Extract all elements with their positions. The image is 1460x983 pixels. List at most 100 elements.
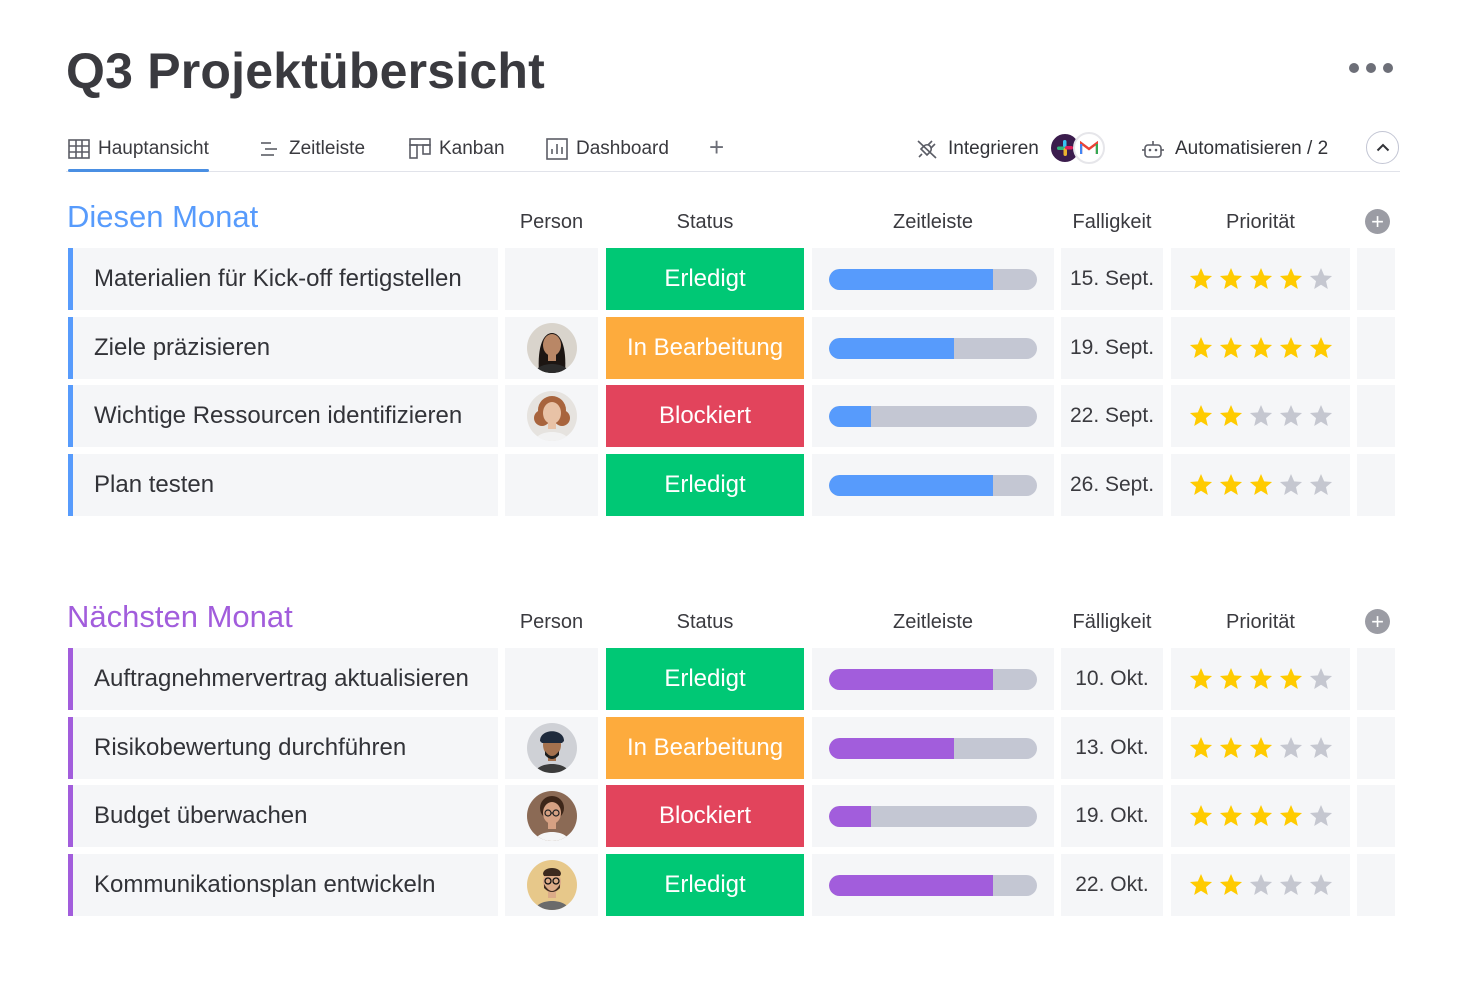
star-empty-icon[interactable] xyxy=(1278,872,1304,898)
collapse-header-button[interactable] xyxy=(1366,131,1399,164)
add-column-button[interactable]: + xyxy=(1365,609,1390,634)
person-cell[interactable] xyxy=(505,248,598,310)
star-empty-icon[interactable] xyxy=(1308,403,1334,429)
item-name-cell[interactable]: Materialien für Kick-off fertigstellen xyxy=(68,248,498,310)
add-column-button[interactable]: + xyxy=(1365,209,1390,234)
priority-rating[interactable] xyxy=(1171,854,1350,916)
status-cell[interactable]: Erledigt xyxy=(606,454,804,516)
star-filled-icon[interactable] xyxy=(1278,666,1304,692)
star-filled-icon[interactable] xyxy=(1188,266,1214,292)
empty-cell[interactable] xyxy=(1357,717,1395,779)
group-title[interactable]: Diesen Monat xyxy=(67,199,259,234)
star-filled-icon[interactable] xyxy=(1188,666,1214,692)
star-filled-icon[interactable] xyxy=(1188,335,1214,361)
star-empty-icon[interactable] xyxy=(1278,735,1304,761)
priority-rating[interactable] xyxy=(1171,717,1350,779)
star-filled-icon[interactable] xyxy=(1188,472,1214,498)
empty-cell[interactable] xyxy=(1357,648,1395,710)
priority-rating[interactable] xyxy=(1171,317,1350,379)
star-filled-icon[interactable] xyxy=(1218,472,1244,498)
empty-cell[interactable] xyxy=(1357,317,1395,379)
person-cell[interactable] xyxy=(505,854,598,916)
person-avatar[interactable] xyxy=(526,791,577,841)
due-date-cell[interactable]: 19. Sept. xyxy=(1061,317,1163,379)
priority-rating[interactable] xyxy=(1171,785,1350,847)
star-filled-icon[interactable] xyxy=(1218,266,1244,292)
star-filled-icon[interactable] xyxy=(1278,266,1304,292)
item-name-cell[interactable]: Risikobewertung durchführen xyxy=(68,717,498,779)
person-cell[interactable] xyxy=(505,385,598,447)
person-cell[interactable] xyxy=(505,454,598,516)
star-empty-icon[interactable] xyxy=(1278,472,1304,498)
star-filled-icon[interactable] xyxy=(1218,872,1244,898)
star-filled-icon[interactable] xyxy=(1188,803,1214,829)
star-filled-icon[interactable] xyxy=(1248,266,1274,292)
tab-kanban[interactable]: Kanban xyxy=(409,126,505,171)
item-name-cell[interactable]: Ziele präzisieren xyxy=(68,317,498,379)
group-title[interactable]: Nächsten Monat xyxy=(67,599,293,634)
star-filled-icon[interactable] xyxy=(1278,335,1304,361)
star-filled-icon[interactable] xyxy=(1248,335,1274,361)
star-filled-icon[interactable] xyxy=(1248,803,1274,829)
star-filled-icon[interactable] xyxy=(1218,666,1244,692)
star-filled-icon[interactable] xyxy=(1188,403,1214,429)
star-filled-icon[interactable] xyxy=(1278,803,1304,829)
star-empty-icon[interactable] xyxy=(1308,472,1334,498)
star-filled-icon[interactable] xyxy=(1218,335,1244,361)
status-cell[interactable]: Blockiert xyxy=(606,385,804,447)
person-cell[interactable] xyxy=(505,785,598,847)
star-filled-icon[interactable] xyxy=(1248,472,1274,498)
due-date-cell[interactable]: 10. Okt. xyxy=(1061,648,1163,710)
timeline-cell[interactable] xyxy=(812,248,1054,310)
tab-zeitleiste[interactable]: Zeitleiste xyxy=(259,126,365,171)
due-date-cell[interactable]: 15. Sept. xyxy=(1061,248,1163,310)
person-cell[interactable] xyxy=(505,717,598,779)
integrate-button[interactable]: Integrieren xyxy=(916,126,1107,171)
item-name-cell[interactable]: Plan testen xyxy=(68,454,498,516)
item-name-cell[interactable]: Kommunikationsplan entwickeln xyxy=(68,854,498,916)
due-date-cell[interactable]: 22. Sept. xyxy=(1061,385,1163,447)
item-name-cell[interactable]: Wichtige Ressourcen identifizieren xyxy=(68,385,498,447)
star-empty-icon[interactable] xyxy=(1308,735,1334,761)
star-empty-icon[interactable] xyxy=(1308,803,1334,829)
tab-dashboard[interactable]: Dashboard xyxy=(546,126,669,171)
timeline-cell[interactable] xyxy=(812,854,1054,916)
priority-rating[interactable] xyxy=(1171,648,1350,710)
star-filled-icon[interactable] xyxy=(1218,803,1244,829)
star-filled-icon[interactable] xyxy=(1218,735,1244,761)
star-empty-icon[interactable] xyxy=(1278,403,1304,429)
empty-cell[interactable] xyxy=(1357,385,1395,447)
status-cell[interactable]: In Bearbeitung xyxy=(606,717,804,779)
due-date-cell[interactable]: 13. Okt. xyxy=(1061,717,1163,779)
empty-cell[interactable] xyxy=(1357,248,1395,310)
star-filled-icon[interactable] xyxy=(1308,335,1334,361)
due-date-cell[interactable]: 19. Okt. xyxy=(1061,785,1163,847)
priority-rating[interactable] xyxy=(1171,248,1350,310)
star-empty-icon[interactable] xyxy=(1308,266,1334,292)
item-name-cell[interactable]: Auftragnehmervertrag aktualisieren xyxy=(68,648,498,710)
status-cell[interactable]: Erledigt xyxy=(606,854,804,916)
due-date-cell[interactable]: 22. Okt. xyxy=(1061,854,1163,916)
timeline-cell[interactable] xyxy=(812,785,1054,847)
status-cell[interactable]: Erledigt xyxy=(606,648,804,710)
star-filled-icon[interactable] xyxy=(1188,872,1214,898)
status-cell[interactable]: Blockiert xyxy=(606,785,804,847)
person-cell[interactable] xyxy=(505,648,598,710)
timeline-cell[interactable] xyxy=(812,454,1054,516)
star-empty-icon[interactable] xyxy=(1248,872,1274,898)
star-filled-icon[interactable] xyxy=(1218,403,1244,429)
item-name-cell[interactable]: Budget überwachen xyxy=(68,785,498,847)
tab-hauptansicht[interactable]: Hauptansicht xyxy=(68,126,209,172)
star-empty-icon[interactable] xyxy=(1308,872,1334,898)
status-cell[interactable]: In Bearbeitung xyxy=(606,317,804,379)
star-filled-icon[interactable] xyxy=(1248,666,1274,692)
priority-rating[interactable] xyxy=(1171,385,1350,447)
person-avatar[interactable] xyxy=(526,391,577,441)
star-empty-icon[interactable] xyxy=(1248,403,1274,429)
automate-button[interactable]: Automatisieren / 2 xyxy=(1141,126,1328,171)
person-avatar[interactable] xyxy=(526,323,577,373)
timeline-cell[interactable] xyxy=(812,385,1054,447)
empty-cell[interactable] xyxy=(1357,454,1395,516)
status-cell[interactable]: Erledigt xyxy=(606,248,804,310)
star-filled-icon[interactable] xyxy=(1188,735,1214,761)
